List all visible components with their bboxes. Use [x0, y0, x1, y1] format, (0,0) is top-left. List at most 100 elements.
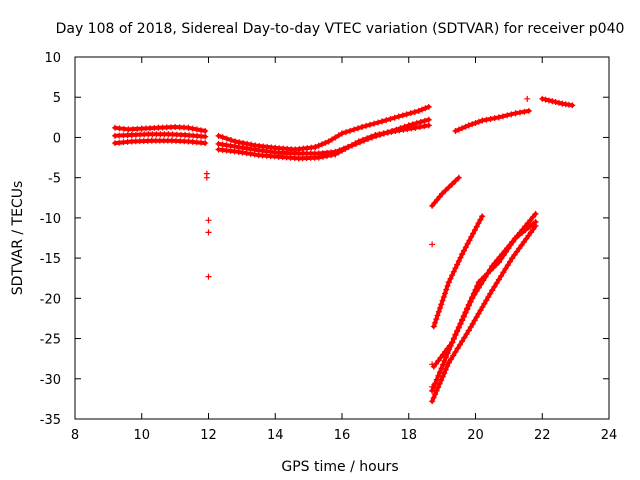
data-point-line-5 [491, 283, 498, 290]
data-point-band-2c [235, 148, 242, 155]
data-point-band-1a [202, 128, 209, 135]
data-point-band-2c [345, 143, 352, 150]
data-point-line-5 [469, 320, 476, 327]
data-point-line-4 [438, 365, 445, 372]
data-point-line-4 [457, 320, 464, 327]
data-point-line-5 [509, 255, 516, 262]
x-tick-label: 8 [71, 428, 79, 443]
data-point-band-2a [403, 111, 410, 118]
data-point-line-2 [471, 227, 478, 234]
data-point-line-5 [448, 356, 455, 363]
data-point-line-1 [455, 174, 462, 181]
data-point-line-5 [454, 345, 461, 352]
data-point-band-2a [351, 126, 358, 133]
data-point-line-5 [430, 394, 437, 401]
data-point-line-5 [481, 300, 488, 307]
data-point-line-4 [469, 294, 476, 301]
data-point-band-2a [395, 113, 402, 120]
data-point-line-2 [450, 268, 457, 275]
data-point-line-1 [452, 177, 459, 184]
data-point-line-5 [465, 327, 472, 334]
data-point-line-2 [430, 323, 437, 330]
data-point-line-5 [502, 265, 509, 272]
data-point-band-2c [315, 154, 322, 161]
series-line-line-3 [431, 211, 538, 369]
y-tick-label: -5 [48, 172, 61, 187]
data-point-line-4 [475, 279, 482, 286]
y-tick-label: 5 [53, 91, 61, 106]
data-point-line-2 [470, 230, 477, 237]
data-point-line-4 [519, 229, 526, 236]
data-point-line-1 [434, 196, 441, 203]
data-point-line-5 [525, 232, 532, 239]
data-point-line-4 [495, 259, 502, 266]
data-point-band-3 [504, 112, 511, 119]
data-point-line-4 [503, 248, 510, 255]
data-point-band-2b [413, 120, 420, 127]
data-point-line-2 [459, 251, 466, 258]
data-point-band-2a [399, 112, 406, 119]
data-point-band-2a [322, 139, 329, 146]
data-point-line-2 [444, 282, 451, 289]
x-tick-label: 18 [400, 428, 417, 443]
data-point-line-2 [449, 272, 456, 279]
data-point-band-4 [549, 98, 556, 105]
data-point-line-2 [452, 265, 459, 272]
data-point-band-2a [367, 121, 374, 128]
isolated-data-point [429, 241, 436, 248]
data-point-line-1 [445, 184, 452, 191]
data-point-band-2c [384, 129, 391, 136]
data-point-band-2c [319, 153, 326, 160]
data-point-band-2b [215, 140, 222, 147]
data-point-line-2 [435, 308, 442, 315]
data-point-line-4 [470, 290, 477, 297]
data-point-band-3 [521, 108, 528, 115]
data-point-line-5 [473, 314, 480, 321]
data-point-band-3 [525, 107, 532, 114]
data-point-band-3 [512, 110, 519, 117]
data-point-line-4 [490, 264, 497, 271]
data-point-band-2a [228, 137, 235, 144]
data-point-line-5 [433, 387, 440, 394]
x-tick-label: 16 [334, 428, 351, 443]
data-point-band-4 [539, 95, 546, 102]
data-point-line-4 [487, 267, 494, 274]
data-point-line-5 [471, 317, 478, 324]
series-line-band-3 [453, 108, 531, 133]
data-point-line-4 [505, 245, 512, 252]
data-point-band-2c [412, 124, 419, 131]
data-point-line-5 [432, 391, 439, 398]
data-point-line-2 [440, 293, 447, 300]
data-point-band-2a [387, 115, 394, 122]
data-point-line-5 [441, 370, 448, 377]
data-point-line-4 [435, 372, 442, 379]
y-tick-label: -25 [40, 333, 61, 348]
isolated-data-point [429, 383, 436, 390]
data-point-line-5 [456, 341, 463, 348]
data-point-band-2c [388, 128, 395, 135]
data-point-band-2a [332, 134, 339, 141]
data-point-line-4 [462, 309, 469, 316]
data-point-band-3 [508, 111, 515, 118]
data-point-band-3 [465, 122, 472, 129]
y-axis: -35 -30 -25 -20 -15 -10 -5 0 5 10 [40, 51, 609, 428]
data-point-band-2a [419, 106, 426, 113]
data-point-line-5 [498, 272, 505, 279]
data-point-band-2a [359, 123, 366, 130]
data-point-line-5 [429, 398, 436, 405]
data-point-line-5 [493, 280, 500, 287]
data-point-line-5 [489, 287, 496, 294]
data-point-band-2a [328, 136, 335, 143]
data-point-band-2c [376, 131, 383, 138]
data-point-band-2a [363, 122, 370, 129]
data-point-band-2a [347, 127, 354, 134]
data-point-line-1 [431, 199, 438, 206]
data-point-line-1 [442, 187, 449, 194]
data-point-line-4 [465, 301, 472, 308]
data-point-band-3 [479, 117, 486, 124]
data-point-line-2 [454, 261, 461, 268]
data-point-line-1 [436, 193, 443, 200]
data-point-line-3 [433, 360, 440, 367]
data-point-band-2c [416, 123, 423, 130]
data-point-line-4 [436, 369, 443, 376]
